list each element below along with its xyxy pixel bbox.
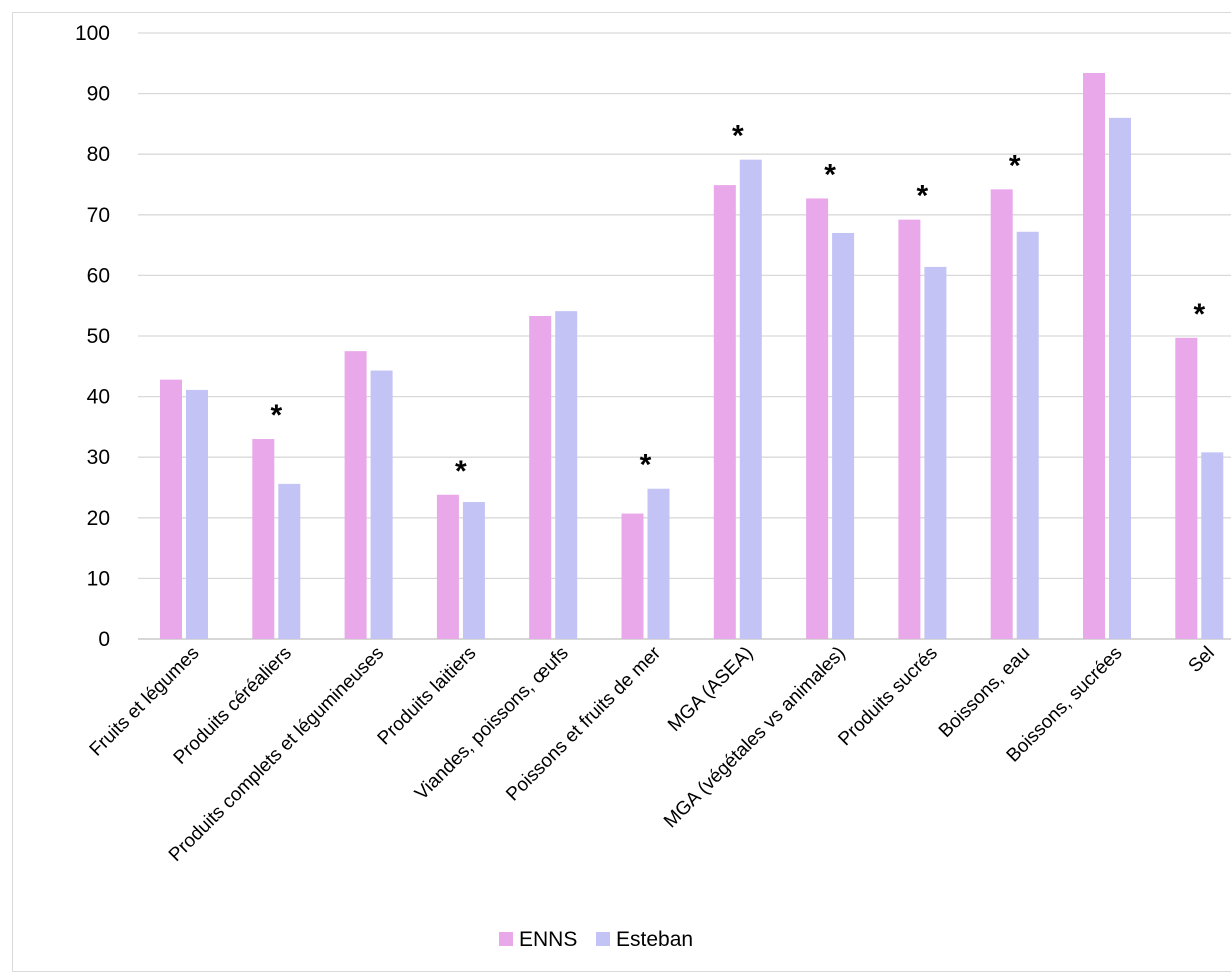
bar-enns-2 (344, 351, 367, 639)
y-tick-label: 40 (87, 386, 110, 409)
bar-enns-1 (252, 439, 275, 639)
bar-esteban-1 (278, 483, 301, 639)
y-tick-label: 100 (75, 22, 110, 45)
bar-enns-4 (529, 316, 552, 639)
significance-marker: * (455, 455, 467, 488)
bar-esteban-3 (462, 502, 485, 639)
bars (160, 72, 1224, 640)
y-tick-label: 0 (98, 628, 110, 651)
y-tick-label: 30 (87, 446, 110, 469)
y-tick-label: 20 (87, 507, 110, 530)
y-tick-label: 70 (87, 204, 110, 227)
y-tick-label: 90 (87, 83, 110, 106)
bar-esteban-11 (1201, 452, 1224, 639)
y-tick-label: 10 (87, 567, 110, 590)
legend-swatch-enns (499, 932, 513, 946)
bar-enns-3 (436, 494, 459, 639)
bar-enns-8 (898, 219, 921, 639)
bar-enns-0 (160, 379, 182, 639)
bar-enns-7 (806, 198, 829, 640)
significance-marker: * (1193, 298, 1205, 331)
y-tick-label: 50 (87, 325, 110, 348)
y-axis: 0 10 20 30 40 50 60 70 80 90 100 (75, 22, 110, 651)
x-tick-label: Boissons, eau (935, 643, 1034, 742)
bar-esteban-8 (924, 266, 947, 639)
bar-esteban-0 (186, 389, 208, 639)
bar-esteban-5 (647, 488, 670, 639)
bar-enns-6 (713, 185, 736, 639)
legend-swatch-esteban (596, 932, 610, 946)
bar-esteban-9 (1016, 231, 1039, 639)
significance-marker: * (1009, 149, 1021, 182)
x-tick-label: MGA (végétales vs animales) (660, 643, 850, 833)
x-tick-label: Poissons et fruits de mer (502, 642, 665, 805)
bar-esteban-4 (555, 311, 578, 639)
legend-label-esteban: Esteban (616, 928, 693, 951)
bar-enns-10 (1083, 72, 1105, 640)
x-tick-label: MGA (ASEA) (664, 643, 757, 736)
bar-esteban-2 (370, 370, 393, 639)
bar-esteban-7 (832, 232, 855, 640)
bar-enns-5 (621, 513, 644, 639)
x-tick-label: Produits laitiers (374, 643, 481, 750)
gridlines (138, 32, 1231, 640)
y-tick-label: 60 (87, 264, 110, 287)
bar-esteban-6 (739, 159, 762, 640)
significance-marker: * (270, 399, 282, 432)
significance-marker: * (917, 180, 929, 213)
y-tick-label: 80 (87, 143, 110, 166)
bar-enns-11 (1175, 337, 1198, 639)
x-tick-label: Produits sucrés (834, 643, 941, 750)
significance-marker: * (824, 158, 836, 191)
significance-marker: * (732, 120, 744, 153)
significance-marker: * (640, 449, 652, 482)
bar-esteban-10 (1109, 117, 1131, 640)
bar-enns-9 (990, 189, 1013, 639)
significance-markers: * * * * * * * * (270, 120, 1205, 488)
legend: ENNS Esteban (499, 928, 693, 951)
legend-label-enns: ENNS (519, 928, 577, 951)
x-tick-label: Viandes, poissons, œufs (411, 643, 573, 805)
x-tick-label: Sel (1185, 643, 1219, 677)
